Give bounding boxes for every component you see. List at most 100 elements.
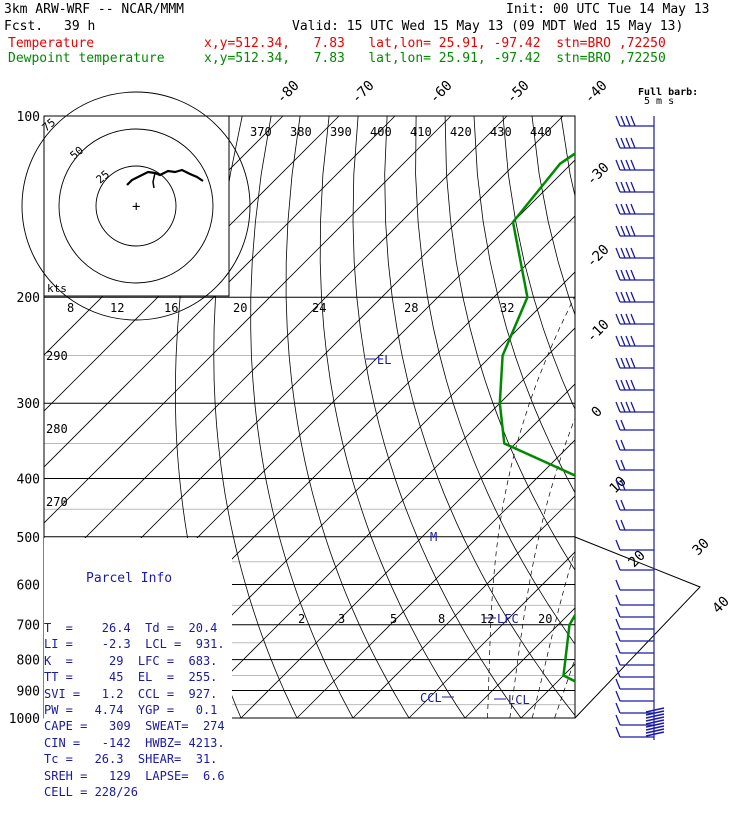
dewpoint-legend-label: Dewpoint temperature xyxy=(8,51,165,66)
wind-barb xyxy=(615,642,654,654)
wind-barb xyxy=(615,459,654,471)
wind-barb xyxy=(615,606,654,618)
mixing-ratio-label: 28 xyxy=(404,301,418,315)
moist-adiabat-line xyxy=(487,297,575,719)
parcel-info-row: PW = 4.74 YGP = 0.1 xyxy=(44,703,218,718)
isotherm-line xyxy=(44,116,340,412)
pressure-tick-label: 500 xyxy=(17,531,40,546)
wind-barb xyxy=(645,713,665,719)
isotherm-tick-label: -60 xyxy=(427,78,456,107)
dewpoint-legend-info: x,y=512.34, 7.83 lat,lon= 25.91, -97.42 … xyxy=(204,51,666,66)
wind-barb xyxy=(615,439,654,451)
mixing-ratio-label: 16 xyxy=(164,301,178,315)
mixing-ratio-label: 20 xyxy=(538,612,552,626)
dry-adiabat-line xyxy=(473,116,575,494)
isotherm-tick-label: -10 xyxy=(584,317,613,346)
isotherm-tick-label: -70 xyxy=(349,78,378,107)
isotherm-line xyxy=(408,551,575,719)
forecast-label: Fcst. xyxy=(4,19,44,34)
theta-label: 290 xyxy=(46,349,68,363)
moist-adiabat-line xyxy=(554,657,575,719)
wind-barb xyxy=(615,678,654,690)
parcel-info-row: K = 29 LFC = 683. xyxy=(44,653,218,668)
model-title: 3km ARW-WRF -- NCAR/MMM xyxy=(4,2,185,17)
parcel-info-row: CIN = -142 HWBZ= 4213. xyxy=(44,735,225,750)
barb-legend-units: 5 m s xyxy=(644,96,674,107)
hodograph-unit-label: kts xyxy=(47,282,67,295)
theta-label: 270 xyxy=(46,495,68,509)
pressure-tick-label: 800 xyxy=(17,654,40,669)
wind-barb xyxy=(615,357,654,369)
moist-adiabat-line xyxy=(577,297,740,718)
pressure-tick-label: 400 xyxy=(17,472,40,487)
pressure-tick-label: 1000 xyxy=(9,712,40,727)
wind-barb xyxy=(615,479,654,491)
pressure-tick-label: 900 xyxy=(17,684,40,699)
wind-barb xyxy=(645,731,665,737)
temperature-profile xyxy=(601,116,687,718)
wind-barb xyxy=(615,379,654,391)
wind-barb xyxy=(615,666,654,678)
pressure-tick-label: 200 xyxy=(17,291,40,306)
dry-adiabat-line xyxy=(415,116,575,645)
parcel-info-row: T = 26.4 Td = 20.4 xyxy=(44,621,218,636)
isotherm-line xyxy=(240,383,575,719)
isotherm-line xyxy=(464,607,575,719)
isotherm-line xyxy=(44,116,396,468)
isotherm-line xyxy=(689,116,740,718)
mixing-ratio-label: 12 xyxy=(480,612,494,626)
dry-adiabat-line xyxy=(319,116,466,719)
pressure-tick-label: 300 xyxy=(17,397,40,412)
wind-barb xyxy=(615,579,654,591)
wind-barb xyxy=(615,419,654,431)
frame-extension xyxy=(574,536,701,719)
wind-barb xyxy=(645,710,665,716)
wind-barb xyxy=(615,519,654,531)
mixing-ratio-label: 32 xyxy=(500,301,514,315)
wind-barb xyxy=(645,728,665,734)
dewpoint-profile xyxy=(498,152,575,683)
parcel-info-title: Parcel Info xyxy=(86,570,173,586)
parcel-info-panel: Parcel Info T = 26.4 Td = 20.4 LI = -2.3 … xyxy=(44,538,232,799)
wind-barb xyxy=(615,335,654,347)
barb-legend-title: Full barb: xyxy=(638,87,698,98)
wind-barb xyxy=(615,714,654,726)
temperature-legend-info: x,y=512.34, 7.83 lat,lon= 25.91, -97.42 … xyxy=(204,36,666,51)
hodograph-ring xyxy=(58,128,214,284)
isotherm-tick-label: 30 xyxy=(690,536,713,559)
wind-barb xyxy=(645,719,665,725)
mixing-ratio-label: 8 xyxy=(438,612,445,626)
dry-adiabat-line xyxy=(352,116,522,719)
mixing-ratio-label: 20 xyxy=(233,301,247,315)
wind-barb xyxy=(615,401,654,413)
mixing-ratio-label: 2 xyxy=(298,612,305,626)
mixing-ratio-label: 3 xyxy=(338,612,345,626)
parcel-info-row: Tc = 26.3 SHEAR= 31. xyxy=(44,752,218,767)
dry-adiabat-line xyxy=(590,116,740,718)
theta-e-label: 410 xyxy=(410,125,432,139)
theta-e-label: 440 xyxy=(530,125,552,139)
dry-adiabat-line xyxy=(384,116,575,717)
moist-adiabat-line xyxy=(622,297,740,718)
wind-barb xyxy=(615,269,654,281)
hodograph-ring xyxy=(95,165,177,247)
wind-barb xyxy=(645,725,665,731)
parcel-info-row: SVI = 1.2 CCL = 927. xyxy=(44,686,218,701)
wind-barb xyxy=(615,313,654,325)
theta-e-label: 400 xyxy=(370,125,392,139)
hodograph-box xyxy=(43,115,230,297)
wind-barb xyxy=(615,702,654,714)
dry-adiabat-line xyxy=(502,116,575,410)
dry-adiabat-line xyxy=(677,116,740,718)
isotherm-line xyxy=(184,327,575,719)
wind-barb xyxy=(615,594,654,606)
wind-barb xyxy=(615,137,654,149)
moist-adiabat-line xyxy=(531,549,575,719)
parcel-info-row: CELL = 228/26 xyxy=(44,785,138,800)
dry-adiabat-line xyxy=(250,116,354,719)
isotherm-tick-label: -40 xyxy=(582,78,611,107)
m-label: M xyxy=(430,530,437,544)
valid-time: Valid: 15 UTC Wed 15 May 13 (09 MDT Wed … xyxy=(292,19,684,34)
wind-barb xyxy=(615,181,654,193)
hodograph-center: + xyxy=(132,199,140,215)
